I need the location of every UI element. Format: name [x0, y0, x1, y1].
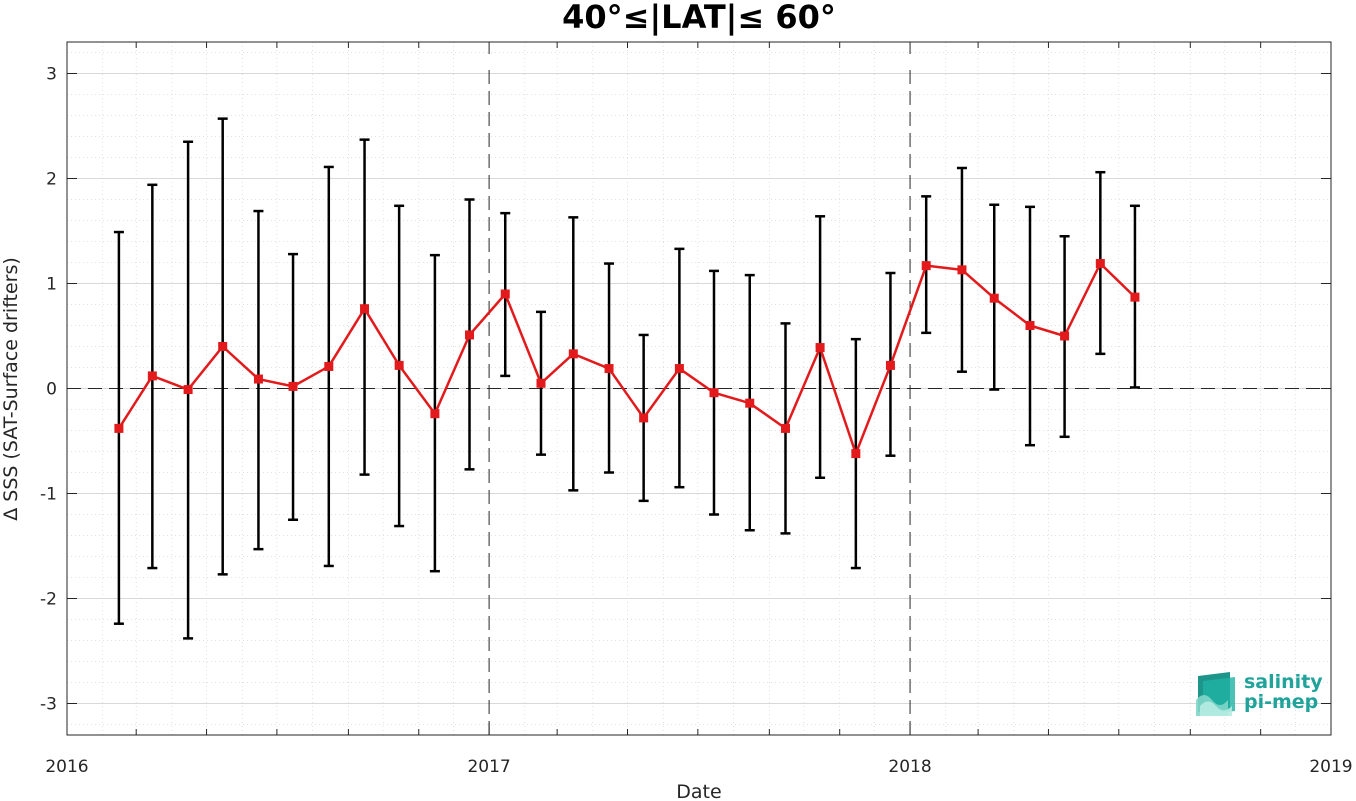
data-point [360, 304, 370, 314]
data-point [604, 364, 614, 374]
data-point [536, 378, 546, 388]
data-point [709, 388, 719, 398]
data-point [957, 265, 967, 275]
data-point [430, 409, 440, 419]
data-point [147, 371, 157, 381]
reference-lines [67, 70, 1331, 735]
data-point [885, 360, 895, 370]
data-point [288, 381, 298, 391]
data-point [394, 360, 404, 370]
y-tick-label: -2 [40, 590, 57, 610]
data-point [1060, 331, 1070, 341]
data-point [921, 261, 931, 271]
waves-icon [1196, 672, 1235, 716]
x-tick-label: 2016 [45, 757, 88, 777]
y-axis-label: Δ SSS (SAT-Surface drifters) [0, 257, 22, 521]
tick-labels: -3 -2 -1 0 1 2 3 2016 2017 2018 2019 [40, 65, 1353, 778]
x-tick-label: 2018 [888, 757, 931, 777]
data-point [500, 289, 510, 299]
data-point [1130, 292, 1140, 302]
salinity-pi-mep-logo: salinity pi-mep [1196, 671, 1323, 716]
data-point [1095, 259, 1105, 269]
data-point [183, 385, 193, 395]
data-point [639, 413, 649, 423]
x-axis-label: Date [676, 781, 721, 801]
x-tick-label: 2017 [467, 757, 510, 777]
logo-text-line1: salinity [1244, 671, 1323, 693]
data-point [324, 361, 334, 371]
data-point [1025, 321, 1035, 330]
y-tick-label: 0 [46, 380, 57, 400]
y-tick-label: -1 [40, 485, 57, 505]
y-tick-label: -3 [40, 695, 57, 715]
data-point [464, 330, 474, 340]
data-point [568, 349, 578, 359]
data-point [218, 342, 228, 351]
y-tick-label: 3 [46, 65, 57, 85]
axis-ticks [66, 42, 1332, 735]
data-point [815, 343, 825, 353]
logo-text-line2: pi-mep [1244, 691, 1318, 713]
y-tick-label: 1 [46, 275, 57, 295]
x-tick-label: 2019 [1309, 757, 1352, 777]
series-polyline [117, 262, 1136, 455]
data-point [745, 398, 755, 408]
data-point [114, 423, 124, 433]
y-tick-label: 2 [46, 170, 57, 190]
data-point [989, 293, 999, 303]
chart-title: 40°≤|LAT|≤ 60° [562, 0, 836, 37]
data-point [780, 423, 790, 433]
data-point [674, 364, 684, 374]
series-line [117, 262, 1136, 455]
data-point [253, 374, 263, 384]
data-point [851, 449, 861, 459]
series-markers [114, 259, 1140, 459]
